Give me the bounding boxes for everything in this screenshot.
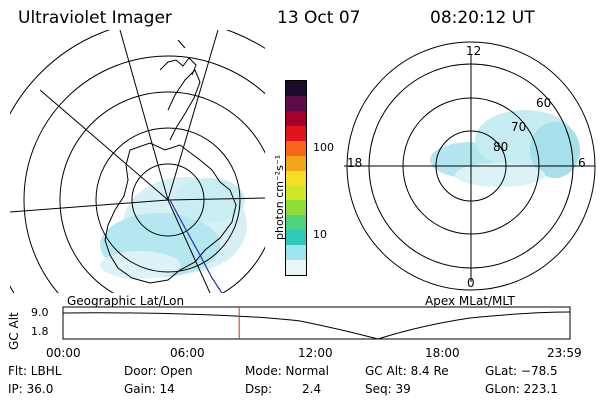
timeline-tick-1800: 18:00 [425, 346, 460, 360]
colorbar-segment [286, 95, 306, 111]
colorbar-segment [286, 230, 306, 246]
colorbar-segment [286, 260, 306, 275]
coastline-south-america [159, 39, 197, 76]
mlt-label-6: 6 [578, 156, 586, 170]
altitude-curve [62, 311, 571, 340]
aurora-emission-right [430, 110, 580, 187]
timeline-tick-0000: 00:00 [46, 346, 81, 360]
colorbar-tick-10: 10 [313, 228, 327, 241]
timeline-tick-2359: 23:59 [547, 346, 582, 360]
timeline-ymax: 9.0 [31, 306, 49, 319]
mode-status: Mode: Normal [245, 364, 329, 378]
glat-status: GLat: −78.5 [485, 364, 558, 378]
mlt-label-12: 12 [466, 44, 482, 58]
dsp-value: 2.4 [302, 382, 322, 396]
mlat-label-60: 60 [536, 96, 552, 110]
gain-status: Gain: 14 [124, 382, 175, 396]
filter-status: Flt: LBHL [8, 364, 62, 378]
coastline-antarctica [104, 142, 237, 284]
mlt-label-0: 0 [467, 276, 475, 290]
door-status: Door: Open [124, 364, 193, 378]
geographic-caption: Geographic Lat/Lon [67, 294, 185, 308]
sequence-status: Seq: 39 [365, 382, 411, 396]
colorbar-segment [286, 185, 306, 201]
colorbar-tick-100: 100 [313, 141, 334, 154]
colorbar-segment [286, 155, 306, 171]
timeline-ymin: 1.8 [31, 325, 49, 338]
colorbar-segment [286, 140, 306, 156]
ip-status: IP: 36.0 [8, 382, 54, 396]
apex-caption: Apex MLat/MLT [425, 294, 515, 308]
gc-alt-status: GC Alt: 8.4 Re [365, 364, 449, 378]
satellite-track [169, 199, 223, 293]
timeline-tick-0600: 06:00 [170, 346, 205, 360]
colorbar-segment [286, 110, 306, 126]
observation-date: 13 Oct 07 [277, 8, 361, 28]
colorbar-segment [286, 81, 306, 96]
mlat-label-80: 80 [493, 140, 509, 154]
colorbar-segment [286, 215, 306, 231]
colorbar-segment [286, 170, 306, 186]
instrument-title: Ultraviolet Imager [18, 8, 172, 28]
coastline-peninsula [167, 69, 201, 141]
mlt-label-18: 18 [347, 156, 363, 170]
colorbar [285, 80, 307, 276]
observation-time: 08:20:12 UT [430, 8, 535, 28]
timeline-tick-1200: 12:00 [298, 346, 333, 360]
colorbar-segment [286, 245, 306, 261]
glon-status: GLon: 223.1 [485, 382, 558, 396]
colorbar-segment [286, 125, 306, 141]
colorbar-segment [286, 200, 306, 216]
dsp-label: Dsp: [245, 382, 273, 396]
mlat-label-70: 70 [511, 120, 527, 134]
